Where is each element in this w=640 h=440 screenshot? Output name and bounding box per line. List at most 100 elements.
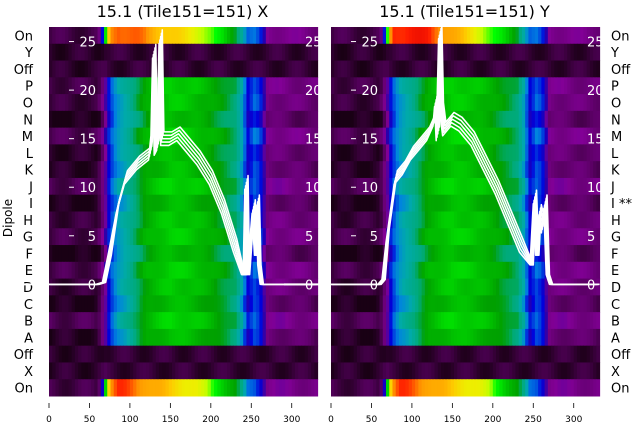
heatmap-cell [110,261,115,280]
heatmap-cell [531,177,536,196]
heatmap-cell [68,278,73,296]
heatmap-cell [61,60,66,78]
heatmap-cell [168,228,173,246]
heatmap-cell [181,194,186,212]
heatmap-cell [476,228,481,246]
heatmap-cell [479,194,484,212]
heatmap-cell [81,278,86,296]
heatmap-cell [567,228,571,246]
heatmap-cell [505,110,510,129]
heatmap-cell [476,261,481,280]
heatmap-cell [275,261,280,280]
heatmap-cell [126,60,131,78]
heatmap-cell [502,312,507,330]
heatmap-cell [265,278,270,296]
heatmap-cell [544,312,549,330]
heatmap-cell [528,194,533,212]
heatmap-cell [94,312,99,330]
heatmap-cell [61,312,66,330]
heatmap-cell [304,261,309,280]
heatmap-cell [340,328,345,347]
heatmap-cell [376,328,381,347]
heatmap-cell [431,127,436,145]
heatmap-cell [596,295,601,313]
heatmap-cell [379,194,384,212]
heatmap-cell [133,194,137,212]
heatmap-cell [91,43,95,62]
heatmap-cell [214,194,218,212]
heatmap-cell [239,245,244,263]
heatmap-cell [239,161,244,179]
heatmap-cell [272,228,277,246]
heatmap-cell [294,177,299,196]
heatmap-cell [204,379,209,397]
heatmap-cell [123,127,128,145]
heatmap-cell [411,43,416,62]
heatmap-cell [476,94,481,112]
heatmap-cell [136,312,141,330]
heatmap-cell [294,211,299,229]
heatmap-cell [402,94,406,112]
heatmap-cell [473,228,478,246]
heatmap-cell [87,177,92,196]
heatmap-cell [168,161,173,179]
heatmap-cell [304,27,309,45]
heatmap-cell [116,278,121,296]
heatmap-cell [564,228,568,246]
heatmap-cell [282,312,286,330]
heatmap-cell [386,94,390,112]
heatmap-cell [307,278,312,296]
heatmap-cell [512,295,516,313]
heatmap-cell [515,211,520,229]
heatmap-cell [217,328,222,347]
heatmap-cell [87,245,92,263]
heatmap-cell [265,127,270,145]
heatmap-cell [463,211,468,229]
heatmap-cell [560,194,565,212]
heatmap-cell [541,194,546,212]
heatmap-cell [52,328,56,347]
heatmap-cell [168,345,173,363]
heatmap-cell [184,245,189,263]
heatmap-cell [376,345,381,363]
heatmap-cell [236,43,241,62]
heatmap-cell [564,312,568,330]
heatmap-cell [217,228,222,246]
heatmap-cell [347,94,351,112]
heatmap-cell [155,379,160,397]
heatmap-cell [61,161,66,179]
heatmap-cell [424,60,429,78]
heatmap-cell [525,328,529,347]
heatmap-cell [541,345,546,363]
heatmap-cell [65,43,69,62]
heatmap-cell [411,161,416,179]
heatmap-cell [298,295,302,313]
heatmap-cell [483,60,487,78]
heatmap-cell [428,261,432,280]
heatmap-cell [596,228,601,246]
heatmap-cell [107,228,111,246]
heatmap-cell [236,228,241,246]
heatmap-cell [129,278,134,296]
heatmap-cell [139,144,144,162]
heatmap-cell [165,312,170,330]
heatmap-cell [207,60,212,78]
heatmap-cell [421,161,426,179]
heatmap-cell [97,177,102,196]
heatmap-cell [408,177,413,196]
heatmap-cell [447,379,452,397]
heatmap-cell [560,211,565,229]
heatmap-cell [236,60,241,78]
heatmap-cell [204,211,209,229]
heatmap-cell [68,177,73,196]
heatmap-cell [52,278,56,296]
heatmap-cell [483,328,487,347]
heatmap-cell [343,345,348,363]
heatmap-cell [291,77,296,95]
heatmap-cell [230,345,234,363]
heatmap-cell [91,177,95,196]
heatmap-cell [239,94,244,112]
heatmap-cell [580,94,584,112]
heatmap-cell [343,245,348,263]
heatmap-cell [175,345,179,363]
